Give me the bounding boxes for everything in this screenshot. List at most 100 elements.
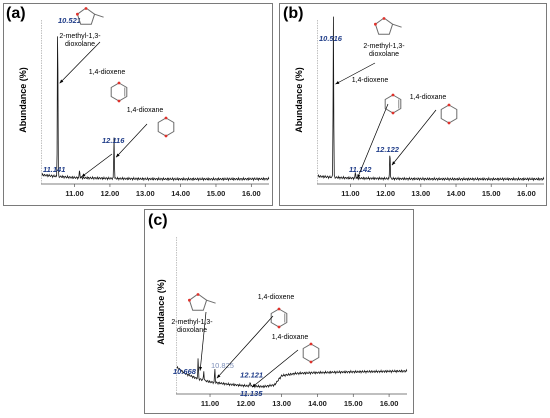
dioxane-ring-structure-icon	[157, 116, 175, 138]
peak-retention-time-label: 11.142	[349, 165, 372, 174]
oxygen-atom	[117, 81, 121, 85]
x-tick-label: 14.00	[308, 399, 327, 408]
annotation-arrowhead	[59, 79, 64, 84]
peak-retention-time-label: 11.135	[240, 389, 263, 398]
peak-retention-time-label: 10.516	[319, 34, 343, 43]
x-tick-label: 12.00	[101, 189, 120, 198]
chromatogram-trace	[317, 16, 545, 182]
x-tick-label: 14.00	[171, 189, 190, 198]
peak-retention-time-label: 12.121	[240, 370, 263, 379]
y-axis-label: Abundance (%)	[294, 67, 304, 133]
x-tick-label: 14.00	[447, 189, 466, 198]
oxygen-atom	[309, 360, 313, 364]
chart-panel-b: Abundance (%) 11.00 12.00 13.00 14.00 15.00 16…	[294, 16, 545, 198]
x-tick-label: 13.00	[411, 189, 430, 198]
panel-b-label: (b)	[283, 5, 304, 22]
compound-name-label: 1,4-dioxene	[258, 294, 295, 301]
compound-name-label: 1,4-dioxane	[410, 94, 447, 101]
x-tick-label: 12.00	[236, 399, 255, 408]
dioxene-ring-structure-icon	[384, 93, 402, 115]
dioxolane-ring-structure-icon	[76, 7, 104, 25]
x-tick-label: 15.00	[344, 399, 363, 408]
panel-a-frame	[3, 3, 273, 206]
oxygen-atom	[277, 307, 281, 311]
oxygen-atom	[382, 17, 386, 20]
dioxane-ring-structure-icon	[440, 103, 458, 125]
compound-name-label: 2-methyl-1,3-	[59, 33, 101, 40]
panel-c-frame	[144, 209, 414, 414]
annotation-arrowhead	[357, 174, 361, 179]
oxygen-atom	[84, 7, 88, 10]
annotation-arrowhead	[252, 383, 257, 388]
panel-b-frame	[279, 3, 547, 206]
peak-retention-time-label: 12.122	[376, 145, 400, 154]
compound-name-label: 1,4-dioxane	[272, 334, 309, 341]
annotation-arrowhead	[81, 173, 86, 177]
dioxane-ring-bond	[157, 117, 175, 137]
dioxene-ring-structure-icon	[110, 81, 128, 103]
compound-name-label: 1,4-dioxene	[352, 77, 389, 84]
x-tick-label: 11.00	[65, 189, 83, 198]
x-tick-label: 11.00	[201, 399, 219, 408]
oxygen-atom	[164, 134, 168, 138]
annotation-arrow	[335, 62, 376, 85]
oxygen-atom	[309, 342, 313, 346]
chart-panel-c: Abundance (%) 11.00 12.00 13.00 14.00 15.00 16…	[156, 237, 408, 408]
x-tick-label: 16.00	[517, 189, 536, 198]
annotation-arrow	[391, 109, 437, 166]
oxygen-atom	[117, 99, 121, 103]
chromatogram-trace	[41, 36, 270, 182]
compound-name-label: 2-methyl-1,3-	[363, 43, 405, 50]
x-tick-label: 16.00	[380, 399, 399, 408]
x-tick-label: 15.00	[207, 189, 226, 198]
chart-panel-a: Abundance (%) 11.00 12.00 13.00 14.00 15.00 16…	[18, 7, 270, 198]
compound-name-label: dioxolane	[177, 327, 207, 334]
y-axis-label: Abundance (%)	[18, 67, 28, 133]
dioxolane-ring-bond	[374, 17, 394, 35]
oxygen-atom	[374, 22, 377, 26]
annotation-arrow	[59, 41, 101, 84]
dioxane-ring-bond	[440, 104, 458, 124]
oxygen-atom	[188, 298, 191, 302]
oxygen-atom	[447, 121, 451, 125]
annotation-arrow	[81, 153, 113, 178]
annotation-arrow	[216, 315, 274, 379]
x-tick-label: 12.00	[376, 189, 395, 198]
dioxolane-ring-structure-icon	[374, 17, 402, 35]
dioxolane-ring-bond	[76, 7, 96, 25]
oxygen-atom	[164, 116, 168, 120]
oxygen-atom	[391, 111, 395, 115]
methyl-bond	[392, 23, 402, 28]
x-tick-label: 16.00	[242, 189, 261, 198]
annotation-arrowhead	[216, 374, 221, 379]
dioxolane-ring-bond	[188, 293, 208, 311]
peak-retention-time-label: 11.141	[43, 165, 65, 174]
annotation-arrowhead	[198, 366, 203, 371]
compound-name-label: dioxolane	[369, 51, 399, 58]
x-tick-label: 11.00	[341, 189, 359, 198]
compound-name-label: 1,4-dioxene	[89, 69, 126, 76]
x-tick-label: 15.00	[482, 189, 501, 198]
annotation-arrowhead	[335, 81, 340, 85]
y-axis-label: Abundance (%)	[156, 279, 166, 345]
peak-retention-time-label: 10.521	[58, 16, 81, 25]
annotation-arrow	[251, 349, 299, 388]
panel-a-label: (a)	[6, 5, 26, 22]
compound-name-label: 2-methyl-1,3-	[171, 319, 213, 326]
peak-retention-time-label: 10.668	[173, 367, 197, 376]
x-tick-label: 13.00	[272, 399, 291, 408]
oxygen-atom	[196, 293, 200, 296]
methyl-bond	[94, 13, 104, 18]
annotation-arrowhead	[391, 161, 396, 166]
compound-name-label: dioxolane	[65, 41, 95, 48]
chromatogram-trace	[176, 358, 408, 389]
dioxane-ring-bond	[302, 343, 320, 363]
oxygen-atom	[76, 12, 79, 16]
annotation-arrowhead	[116, 153, 120, 158]
peak-retention-time-label: 12.116	[102, 136, 125, 145]
compound-name-label: 1,4-dioxane	[127, 107, 164, 114]
x-tick-label: 13.00	[136, 189, 155, 198]
annotation-arrow	[199, 311, 207, 371]
oxygen-atom	[447, 103, 451, 107]
